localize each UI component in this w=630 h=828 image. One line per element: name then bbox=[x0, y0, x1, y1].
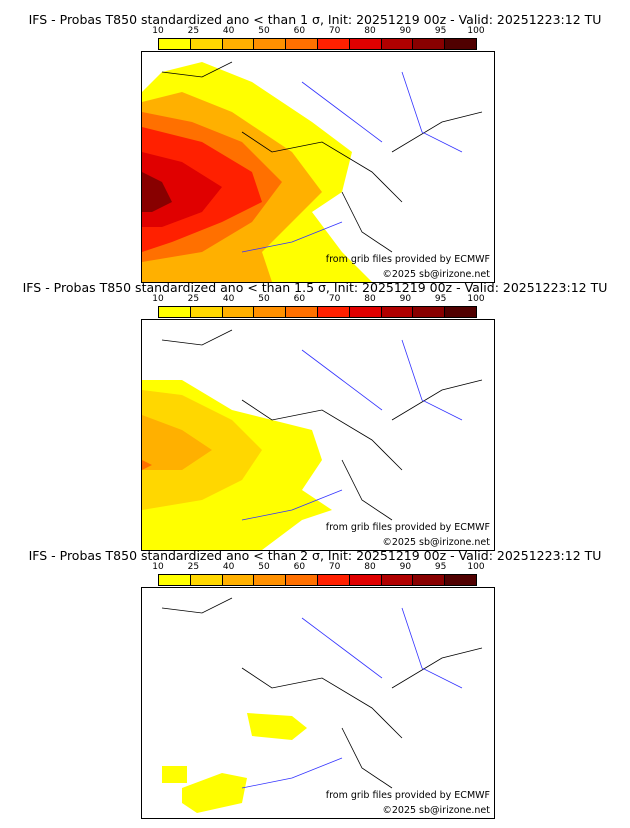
colorbar-segment bbox=[254, 39, 287, 49]
colorbar-tick-label: 90 bbox=[399, 26, 412, 36]
panel-1-5sigma: IFS - Probas T850 standardized ano < tha… bbox=[0, 280, 630, 551]
colorbar-tick-label: 70 bbox=[328, 26, 341, 36]
probability-map: from grib files provided by ECMWF ©2025 … bbox=[141, 587, 495, 819]
map-layer bbox=[161, 597, 483, 813]
colorbar bbox=[158, 574, 477, 586]
colorbar-ticks: 10 25 40 50 60 70 80 90 95 100 bbox=[152, 294, 484, 304]
probability-map: from grib files provided by ECMWF ©2025 … bbox=[141, 319, 495, 551]
colorbar-segment bbox=[222, 307, 255, 317]
colorbar-tick-label: 50 bbox=[258, 26, 270, 36]
colorbar-segment bbox=[413, 575, 446, 585]
colorbar-segment bbox=[254, 575, 287, 585]
colorbar-tick-label: 50 bbox=[258, 294, 270, 304]
colorbar-segment bbox=[286, 307, 318, 317]
colorbar-tick-label: 60 bbox=[293, 562, 306, 572]
colorbar-tick-label: 95 bbox=[434, 26, 447, 36]
colorbar-tick-label: 25 bbox=[187, 26, 200, 36]
credit-source: from grib files provided by ECMWF bbox=[325, 254, 490, 265]
colorbar-tick-label: 100 bbox=[467, 26, 485, 36]
credit-source: from grib files provided by ECMWF bbox=[325, 522, 490, 533]
colorbar-tick-label: 40 bbox=[222, 562, 235, 572]
colorbar-segment bbox=[159, 575, 191, 585]
colorbar-segment bbox=[286, 39, 318, 49]
credit-copyright: ©2025 sb@irizone.net bbox=[382, 269, 490, 280]
colorbar-tick-label: 80 bbox=[364, 294, 376, 304]
colorbar-tick-label: 90 bbox=[399, 294, 412, 304]
colorbar-segment bbox=[222, 39, 255, 49]
colorbar bbox=[158, 38, 477, 50]
colorbar-segment bbox=[254, 307, 287, 317]
colorbar-segment bbox=[317, 575, 350, 585]
colorbar-segment bbox=[190, 39, 223, 49]
colorbar-segment bbox=[159, 39, 191, 49]
colorbar-tick-label: 70 bbox=[328, 562, 341, 572]
colorbar-segment bbox=[381, 307, 414, 317]
colorbar-tick-label: 10 bbox=[152, 294, 164, 304]
colorbar-segment bbox=[190, 575, 223, 585]
colorbar-segment bbox=[159, 307, 191, 317]
colorbar-tick-label: 70 bbox=[328, 294, 341, 304]
colorbar-segment bbox=[445, 307, 476, 317]
colorbar-segment bbox=[286, 575, 318, 585]
colorbar-segment bbox=[381, 575, 414, 585]
colorbar-segment bbox=[349, 39, 382, 49]
panel-2sigma: IFS - Probas T850 standardized ano < tha… bbox=[0, 548, 630, 819]
colorbar-segment bbox=[445, 39, 476, 49]
colorbar-segment bbox=[349, 575, 382, 585]
colorbar-tick-label: 25 bbox=[187, 294, 200, 304]
colorbar-tick-label: 10 bbox=[152, 26, 164, 36]
colorbar-ticks: 10 25 40 50 60 70 80 90 95 100 bbox=[152, 26, 484, 36]
colorbar-tick-label: 100 bbox=[467, 562, 485, 572]
panel-title: IFS - Probas T850 standardized ano < tha… bbox=[28, 548, 602, 563]
colorbar-segment bbox=[190, 307, 223, 317]
credit-copyright: ©2025 sb@irizone.net bbox=[382, 537, 490, 548]
colorbar-ticks: 10 25 40 50 60 70 80 90 95 100 bbox=[152, 562, 484, 572]
probability-map: from grib files provided by ECMWF ©2025 … bbox=[141, 51, 495, 283]
colorbar-tick-label: 90 bbox=[399, 562, 412, 572]
colorbar-tick-label: 80 bbox=[364, 26, 376, 36]
colorbar-segment bbox=[317, 39, 350, 49]
panel-title: IFS - Probas T850 standardized ano < tha… bbox=[28, 12, 602, 27]
panel-title: IFS - Probas T850 standardized ano < tha… bbox=[22, 280, 608, 295]
colorbar-segment bbox=[381, 39, 414, 49]
colorbar-tick-label: 10 bbox=[152, 562, 164, 572]
colorbar-segment bbox=[349, 307, 382, 317]
colorbar-tick-label: 25 bbox=[187, 562, 200, 572]
credit-source: from grib files provided by ECMWF bbox=[325, 790, 490, 801]
colorbar-segment bbox=[413, 39, 446, 49]
panel-1sigma: IFS - Probas T850 standardized ano < tha… bbox=[0, 12, 630, 283]
colorbar-tick-label: 95 bbox=[434, 294, 447, 304]
colorbar-tick-label: 40 bbox=[222, 26, 235, 36]
colorbar-tick-label: 50 bbox=[258, 562, 270, 572]
map-layer bbox=[142, 61, 483, 282]
colorbar-segment bbox=[222, 575, 255, 585]
colorbar-tick-label: 100 bbox=[467, 294, 485, 304]
colorbar-tick-label: 95 bbox=[434, 562, 447, 572]
colorbar-tick-label: 60 bbox=[293, 26, 306, 36]
map-layer bbox=[142, 329, 483, 550]
colorbar-segment bbox=[413, 307, 446, 317]
colorbar-tick-label: 60 bbox=[293, 294, 306, 304]
colorbar bbox=[158, 306, 477, 318]
colorbar-tick-label: 40 bbox=[222, 294, 235, 304]
colorbar-segment bbox=[317, 307, 350, 317]
colorbar-tick-label: 80 bbox=[364, 562, 376, 572]
credit-copyright: ©2025 sb@irizone.net bbox=[382, 805, 490, 816]
colorbar-segment bbox=[445, 575, 476, 585]
